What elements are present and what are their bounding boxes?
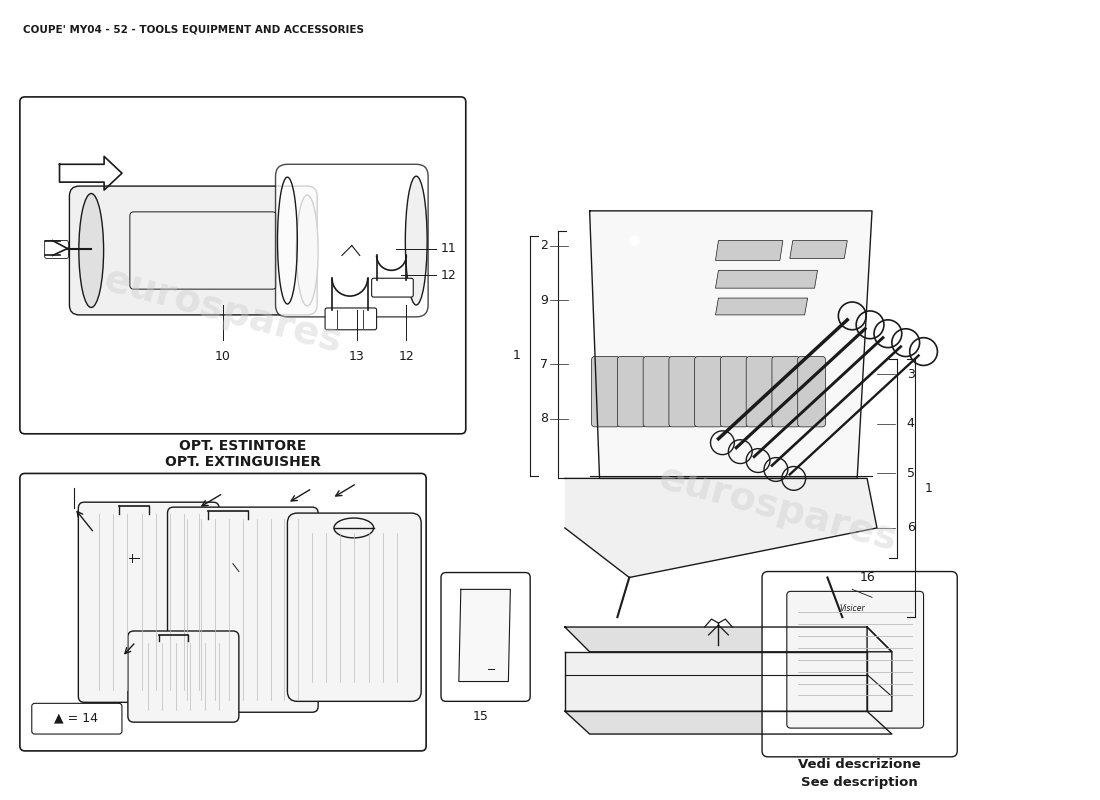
FancyBboxPatch shape [78,502,219,702]
FancyBboxPatch shape [592,357,619,427]
Polygon shape [790,241,847,258]
FancyBboxPatch shape [695,357,723,427]
Text: 3: 3 [906,368,914,381]
Text: 11: 11 [441,242,456,255]
Polygon shape [565,478,877,578]
FancyBboxPatch shape [372,278,414,297]
Text: OPT. ESTINTORE: OPT. ESTINTORE [179,438,307,453]
Polygon shape [565,652,867,711]
Polygon shape [565,711,892,734]
Text: 9: 9 [540,294,548,306]
FancyBboxPatch shape [772,357,800,427]
Text: 5: 5 [906,467,915,480]
Circle shape [629,236,639,246]
Polygon shape [715,241,783,261]
Polygon shape [459,590,510,682]
Text: 4: 4 [906,418,914,430]
FancyBboxPatch shape [167,507,318,712]
FancyBboxPatch shape [128,631,239,722]
FancyBboxPatch shape [798,357,825,427]
FancyBboxPatch shape [441,573,530,702]
Text: eurospares: eurospares [99,260,346,360]
Polygon shape [867,627,892,711]
Text: OPT. EXTINGUISHER: OPT. EXTINGUISHER [165,454,321,469]
Ellipse shape [405,176,427,305]
Text: 8: 8 [540,413,548,426]
FancyBboxPatch shape [45,241,68,258]
FancyBboxPatch shape [644,357,671,427]
Text: 1: 1 [925,482,933,495]
FancyBboxPatch shape [617,357,645,427]
Text: eurospares: eurospares [654,458,901,558]
FancyBboxPatch shape [20,97,465,434]
FancyBboxPatch shape [275,164,428,317]
Polygon shape [715,298,807,315]
FancyBboxPatch shape [32,703,122,734]
FancyBboxPatch shape [720,357,748,427]
Text: 6: 6 [906,522,914,534]
Text: 10: 10 [216,350,231,362]
FancyBboxPatch shape [786,591,924,728]
Text: 12: 12 [398,350,415,362]
Polygon shape [715,270,817,288]
Text: ▲ = 14: ▲ = 14 [54,712,98,725]
Polygon shape [565,627,892,652]
Ellipse shape [79,194,103,307]
FancyBboxPatch shape [287,513,421,702]
Polygon shape [590,211,872,478]
FancyBboxPatch shape [762,571,957,757]
Text: 13: 13 [349,350,365,362]
FancyBboxPatch shape [669,357,696,427]
Text: 16: 16 [859,571,874,585]
Text: COUPE' MY04 - 52 - TOOLS EQUIPMENT AND ACCESSORIES: COUPE' MY04 - 52 - TOOLS EQUIPMENT AND A… [23,25,364,34]
Polygon shape [59,156,122,190]
FancyBboxPatch shape [20,474,426,751]
FancyBboxPatch shape [69,186,317,315]
Text: 15: 15 [473,710,488,723]
Text: 2: 2 [540,239,548,252]
FancyBboxPatch shape [130,212,276,289]
Text: 7: 7 [540,358,548,371]
FancyBboxPatch shape [326,308,376,330]
FancyBboxPatch shape [746,357,774,427]
Text: 1: 1 [513,349,520,362]
Text: 12: 12 [441,269,456,282]
Text: Visicer: Visicer [839,604,865,614]
Ellipse shape [296,195,318,306]
Text: Vedi descrizione
See description: Vedi descrizione See description [798,758,921,789]
